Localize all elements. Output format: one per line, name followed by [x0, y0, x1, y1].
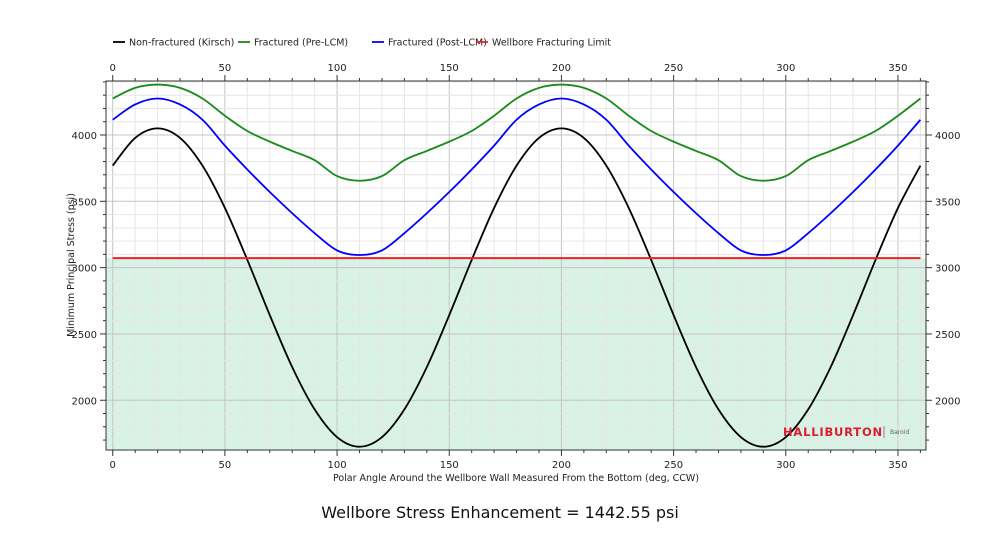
y-tick-label-left: 2500: [72, 330, 97, 341]
y-tick-label-left: 3000: [72, 264, 97, 275]
x-tick-label-top: 200: [552, 63, 571, 74]
halliburton-logo: HALLIBURTON Baroid: [783, 425, 909, 439]
x-tick-label-bottom: 0: [110, 460, 116, 471]
y-tick-label-left: 2000: [72, 396, 97, 407]
y-tick-label-right: 4000: [935, 131, 960, 142]
x-tick-label-top: 350: [888, 63, 907, 74]
plot-frame: [105, 80, 927, 451]
x-tick-label-top: 100: [328, 63, 347, 74]
x-tick-label-bottom: 350: [888, 460, 907, 471]
series-fractured-post-lcm-line: [112, 97, 922, 256]
x-tick-label-bottom: 100: [328, 460, 347, 471]
stress-enhancement-caption: Wellbore Stress Enhancement = 1442.55 ps…: [321, 503, 679, 522]
legend-label: Wellbore Fracturing Limit: [492, 38, 611, 49]
x-tick-label-top: 50: [219, 63, 232, 74]
x-tick-label-bottom: 300: [776, 460, 795, 471]
axis-ticks: 0 0 50 50 100 100 150 150 200 200 250 250 300 300 350 3…: [72, 63, 961, 471]
x-tick-label-top: 0: [110, 63, 116, 74]
y-tick-label-left: 3500: [72, 197, 97, 208]
x-tick-label-bottom: 200: [552, 460, 571, 471]
x-tick-label-top: 150: [440, 63, 459, 74]
legend-label: Non-fractured (Kirsch): [129, 38, 234, 49]
y-tick-label-right: 2500: [935, 330, 960, 341]
legend: Non-fractured (Kirsch) Fractured (Pre-LCM…: [113, 38, 611, 49]
x-axis-title: Polar Angle Around the Wellbore Wall Mea…: [333, 473, 699, 484]
safe-zone-shading: [106, 258, 926, 450]
y-axis-title: Minimum Principal Stress (psi): [66, 193, 77, 337]
x-tick-label-bottom: 150: [440, 460, 459, 471]
y-tick-label-right: 3500: [935, 197, 960, 208]
x-tick-label-bottom: 50: [219, 460, 232, 471]
logo-brand: HALLIBURTON: [783, 425, 883, 439]
legend-label: Fractured (Post-LCM): [388, 38, 487, 49]
x-tick-label-bottom: 250: [664, 460, 683, 471]
x-tick-label-top: 300: [776, 63, 795, 74]
legend-label: Fractured (Pre-LCM): [254, 38, 348, 49]
y-tick-label-right: 3000: [935, 264, 960, 275]
x-tick-label-top: 250: [664, 63, 683, 74]
y-tick-label-right: 2000: [935, 396, 960, 407]
series-non-fractured-kirsch-line: [112, 127, 922, 448]
series-fractured-pre-lcm-line: [112, 83, 921, 182]
y-tick-label-left: 4000: [72, 131, 97, 142]
logo-sub: Baroid: [890, 429, 909, 436]
series-group: [112, 83, 922, 448]
